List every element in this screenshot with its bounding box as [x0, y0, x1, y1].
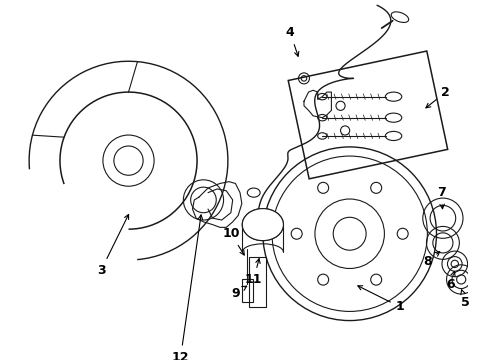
Text: 11: 11: [245, 258, 263, 286]
Text: 2: 2: [426, 86, 450, 108]
Bar: [242, 279, 253, 302]
Text: 4: 4: [286, 26, 299, 56]
Text: 3: 3: [97, 215, 128, 277]
Text: 9: 9: [231, 286, 246, 300]
Text: 5: 5: [461, 290, 470, 309]
Text: 8: 8: [423, 252, 440, 268]
Text: 10: 10: [222, 227, 244, 255]
Ellipse shape: [242, 208, 283, 240]
Bar: [249, 257, 266, 307]
Text: 1: 1: [358, 286, 404, 313]
Text: 12: 12: [172, 215, 203, 360]
Text: 6: 6: [446, 271, 455, 291]
Text: 7: 7: [437, 186, 445, 209]
